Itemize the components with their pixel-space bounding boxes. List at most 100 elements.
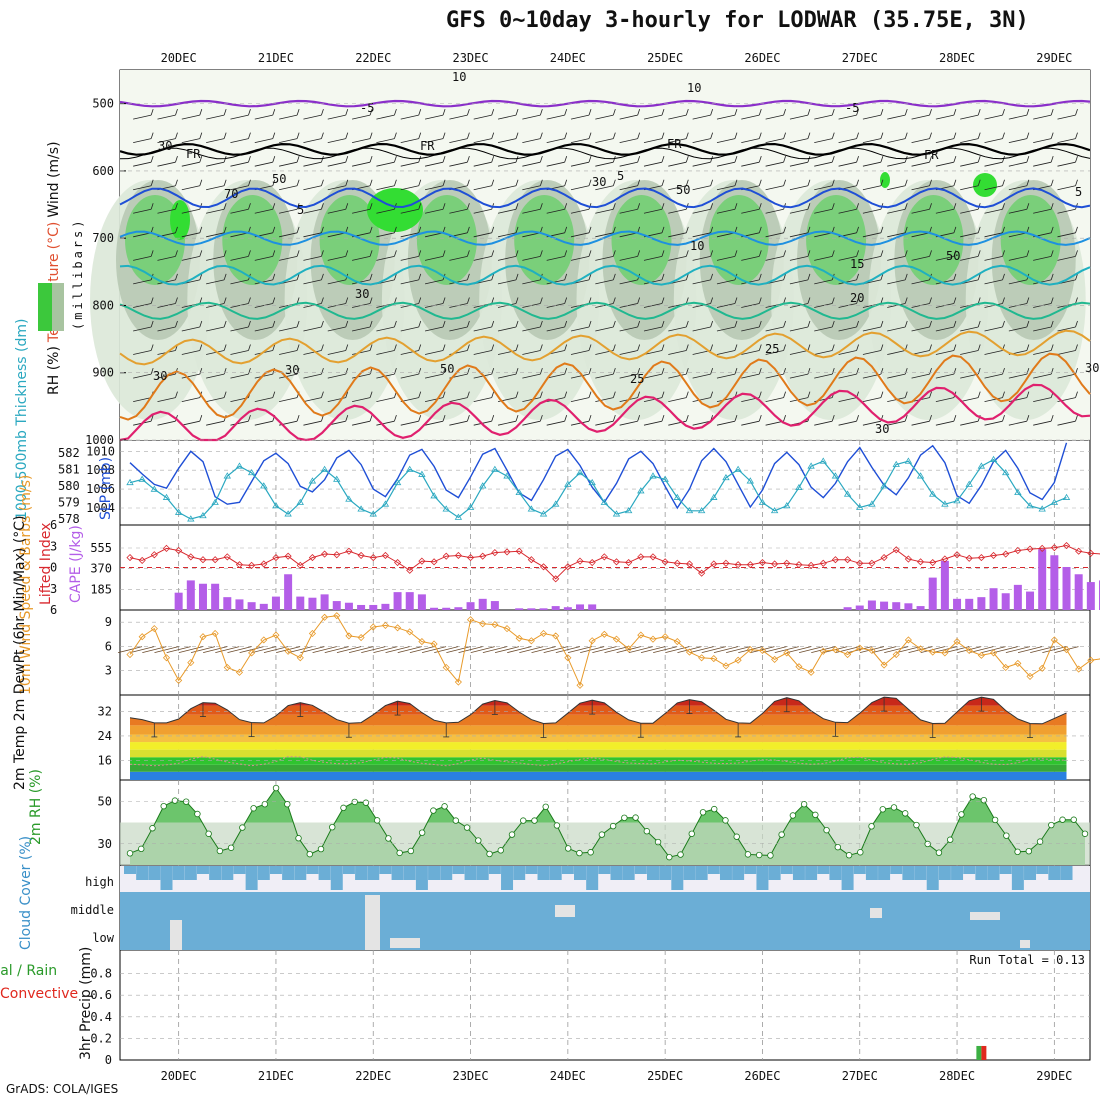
wind-barb xyxy=(612,156,616,163)
wind-barb xyxy=(935,397,954,403)
wind-barb xyxy=(522,350,541,355)
rh-contour-label: 10 xyxy=(687,81,701,95)
wind-barb xyxy=(1002,415,1005,422)
wind-barb xyxy=(230,279,249,285)
wind-barb xyxy=(223,132,227,139)
surface-wind-barb xyxy=(494,646,520,654)
wind-barb xyxy=(345,297,349,304)
rh-point xyxy=(340,804,347,812)
wind-barb xyxy=(814,185,833,191)
surface-wind-barb xyxy=(920,646,945,654)
wind-barb xyxy=(394,344,397,351)
li-point xyxy=(284,552,292,560)
wind-barb xyxy=(741,138,760,144)
wind-barb xyxy=(880,156,884,163)
isotherm-line xyxy=(119,383,1091,442)
wind-barb xyxy=(352,208,371,214)
rh-point xyxy=(261,801,269,808)
wind-barb xyxy=(595,232,614,238)
wind-barb xyxy=(345,250,349,257)
wind-barb xyxy=(248,156,251,163)
cape-bar xyxy=(563,607,572,610)
li-point xyxy=(333,551,341,559)
wind-barb xyxy=(491,297,495,304)
wind-barb xyxy=(856,156,859,163)
wind-barb xyxy=(789,138,809,144)
wind-barb xyxy=(741,326,760,332)
cape-bar xyxy=(308,597,317,610)
wind-barb xyxy=(612,391,616,398)
wind-barb xyxy=(856,344,859,351)
wind-speed-point xyxy=(381,621,389,629)
precip-tick: 0.6 xyxy=(90,988,112,1002)
wind-barb xyxy=(424,161,444,167)
cloud-high-bar xyxy=(805,866,818,880)
wind-barb xyxy=(497,420,517,426)
wind-barb xyxy=(637,156,641,163)
cloud-high-bar xyxy=(963,866,976,874)
surface-wind-barb xyxy=(543,646,568,654)
thickness-point xyxy=(308,477,317,484)
wind-barb xyxy=(637,344,641,351)
cloud-gap xyxy=(970,912,1000,920)
thickness-point xyxy=(539,510,548,517)
wind-barb xyxy=(418,415,422,422)
rh-point xyxy=(284,801,291,808)
wind-barb xyxy=(904,226,908,233)
wind-barb xyxy=(710,203,714,210)
wind-barb xyxy=(1002,367,1005,375)
wind-barb xyxy=(272,297,276,304)
wind-barb xyxy=(1057,208,1076,214)
wind-barb xyxy=(661,415,665,422)
wind-barb xyxy=(807,132,811,139)
wind-barb xyxy=(734,132,738,139)
wind-barb xyxy=(595,373,614,379)
wind-barb xyxy=(758,344,762,351)
wind-barb xyxy=(807,367,811,375)
cape-bar xyxy=(211,583,220,610)
rh-point xyxy=(1081,830,1089,837)
wind-barb xyxy=(887,114,906,120)
li-point xyxy=(856,559,864,567)
wind-barb xyxy=(254,255,273,261)
wind-barb xyxy=(838,303,857,308)
wind-barb xyxy=(467,391,470,398)
rh-point xyxy=(272,784,280,792)
wind-barb xyxy=(984,232,1003,238)
wind-barb xyxy=(880,297,884,304)
wind-barb xyxy=(418,320,422,328)
surface-wind-barb xyxy=(482,646,507,654)
wind-barb xyxy=(880,344,884,351)
wind-barb xyxy=(862,114,881,120)
thickness-point xyxy=(600,498,609,505)
rh-point xyxy=(913,821,920,829)
surface-wind-barb xyxy=(300,646,325,654)
wind-barb xyxy=(595,208,614,214)
wind-barb xyxy=(692,373,711,379)
cloud-high-bar xyxy=(878,866,891,880)
wind-barb xyxy=(248,320,251,328)
wind-barb xyxy=(418,273,422,281)
wind-barb xyxy=(831,320,835,328)
wind-barb xyxy=(181,255,200,261)
wind-barb xyxy=(758,226,762,233)
cape-bar xyxy=(551,606,560,610)
date-label-top: 22DEC xyxy=(355,51,391,65)
wind-barb xyxy=(953,132,957,139)
date-label-top: 25DEC xyxy=(647,51,683,65)
rh-point xyxy=(823,826,830,834)
wind-barb xyxy=(814,326,833,332)
wind-barb xyxy=(272,108,276,116)
wind-barb xyxy=(758,391,762,398)
wind-barb xyxy=(254,279,273,285)
thickness-tick: 581 xyxy=(58,462,80,476)
wind-barb xyxy=(449,326,468,332)
rh-contour-fill xyxy=(903,195,964,285)
wind-barb xyxy=(814,373,833,379)
wind-barb xyxy=(133,303,152,308)
wind-barb xyxy=(904,367,908,375)
wind-barb xyxy=(710,391,714,398)
wind-barb xyxy=(1002,297,1005,304)
wind-barb xyxy=(1033,279,1052,285)
wind-barb xyxy=(442,250,446,257)
